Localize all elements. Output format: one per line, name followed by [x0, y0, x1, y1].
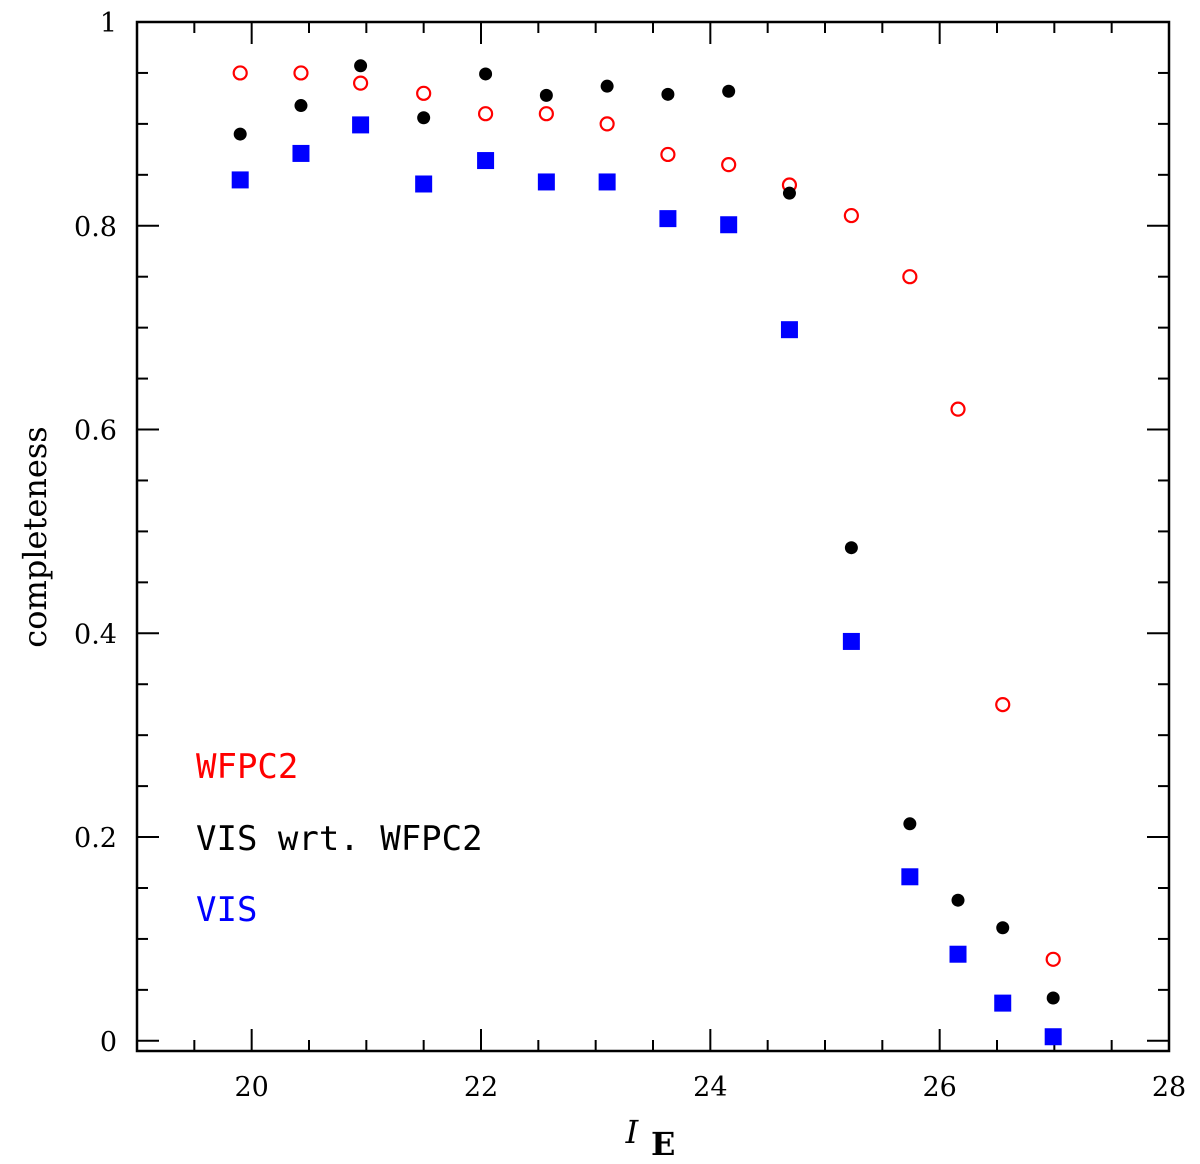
point-wfpc2: [538, 106, 554, 122]
point-wfpc2: [721, 157, 737, 173]
point-vis-wrt-wfpc2: [417, 111, 431, 125]
point-wfpc2: [416, 85, 432, 101]
y-tick-label: 0.8: [74, 212, 117, 243]
point-vis-wrt-wfpc2: [233, 127, 247, 141]
point-wfpc2: [293, 65, 309, 81]
x-axis-title-subscript: E: [651, 1125, 675, 1163]
point-vis-wrt-wfpc2: [479, 67, 493, 81]
axis-tick-labels: 20 22 24 26 28 0 0.2 0.4 0.6 0.8 1: [74, 8, 1186, 1103]
point-vis: [842, 632, 860, 650]
point-vis: [231, 171, 249, 189]
point-wfpc2: [843, 207, 859, 224]
point-vis: [537, 173, 555, 191]
plot-frame: [135, 20, 1171, 1053]
x-tick-label: 22: [464, 1072, 498, 1103]
point-vis: [901, 868, 919, 886]
point-wfpc2: [232, 65, 248, 81]
point-vis: [1044, 1028, 1062, 1046]
y-tick-label: 1: [100, 8, 117, 39]
data-points: [231, 59, 1062, 1046]
y-tick-label: 0: [100, 1027, 117, 1058]
point-vis: [352, 116, 370, 134]
point-vis: [994, 994, 1012, 1012]
x-tick-label: 28: [1152, 1072, 1186, 1103]
axis-ticks: [136, 21, 1170, 1051]
x-tick-label: 24: [693, 1072, 727, 1103]
point-vis: [477, 152, 495, 170]
point-vis: [292, 144, 310, 162]
point-vis: [415, 175, 433, 193]
y-axis-title: completeness: [16, 426, 54, 647]
legend-entry-vis: VIS: [196, 890, 257, 930]
x-tick-label: 20: [234, 1072, 268, 1103]
point-vis-wrt-wfpc2: [996, 921, 1010, 935]
point-vis-wrt-wfpc2: [600, 79, 614, 93]
point-vis-wrt-wfpc2: [1046, 991, 1060, 1005]
legend-entry-wfpc2: WFPC2: [196, 747, 298, 787]
legend-entry-vis-wrt-wfpc2: VIS wrt. WFPC2: [196, 819, 483, 859]
legend: WFPC2 VIS wrt. WFPC2 VIS: [196, 747, 483, 930]
point-vis: [780, 321, 798, 339]
point-vis-wrt-wfpc2: [294, 99, 308, 113]
point-wfpc2: [950, 401, 966, 417]
x-tick-label: 26: [922, 1072, 956, 1103]
x-axis-title: I E: [625, 1113, 676, 1163]
point-wfpc2: [353, 75, 369, 91]
point-vis-wrt-wfpc2: [951, 893, 965, 907]
point-vis-wrt-wfpc2: [354, 59, 368, 73]
point-vis-wrt-wfpc2: [661, 87, 675, 101]
y-tick-label: 0.2: [74, 823, 117, 854]
point-wfpc2: [902, 269, 918, 285]
point-vis: [598, 173, 616, 191]
point-vis: [949, 945, 967, 963]
point-wfpc2: [477, 106, 494, 122]
point-vis-wrt-wfpc2: [539, 88, 553, 102]
point-vis-wrt-wfpc2: [782, 186, 796, 200]
x-axis-title-main: I: [625, 1113, 640, 1151]
point-wfpc2: [1045, 951, 1061, 967]
y-tick-label: 0.6: [74, 416, 117, 447]
point-wfpc2: [660, 146, 676, 163]
point-wfpc2: [599, 116, 615, 132]
point-vis-wrt-wfpc2: [844, 541, 858, 555]
point-vis-wrt-wfpc2: [903, 817, 917, 831]
point-vis: [659, 210, 677, 228]
point-vis: [720, 216, 738, 234]
point-vis-wrt-wfpc2: [722, 84, 736, 98]
y-tick-label: 0.4: [74, 619, 117, 650]
point-wfpc2: [995, 697, 1011, 713]
